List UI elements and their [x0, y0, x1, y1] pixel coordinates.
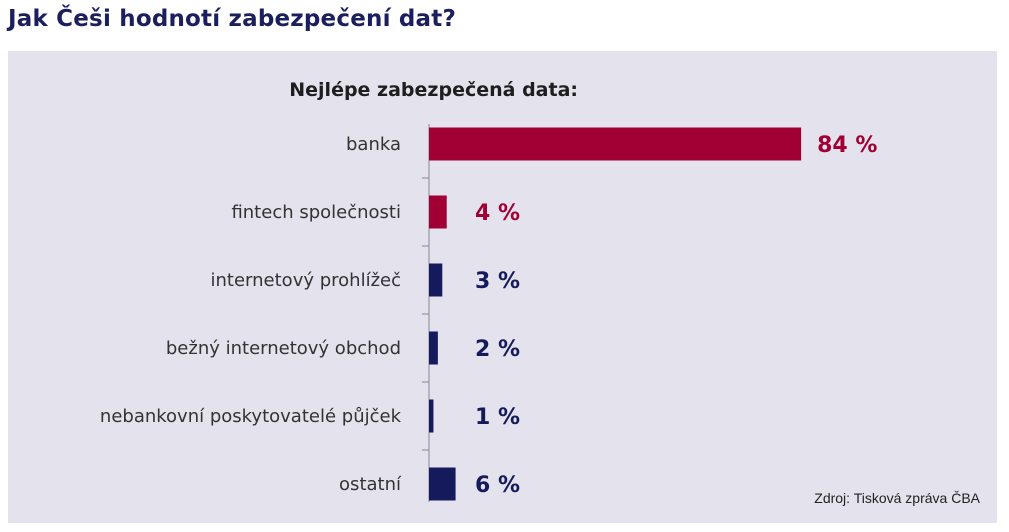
- bar: [429, 263, 443, 297]
- value-label: 6 %: [475, 473, 520, 498]
- chart-panel: Nejlépe zabezpečená data: banka 84 % finte…: [8, 51, 997, 523]
- category-label: ostatní: [339, 474, 402, 495]
- bar-chart: Nejlépe zabezpečená data: banka 84 % finte…: [100, 79, 877, 502]
- value-label: 1 %: [475, 405, 520, 430]
- page-title: Jak Češi hodnotí zabezpečení dat?: [8, 6, 456, 32]
- category-label: internetový prohlížeč: [211, 270, 401, 291]
- category-label: bežný internetový obchod: [166, 338, 401, 359]
- value-label: 2 %: [475, 337, 520, 362]
- bar: [429, 467, 456, 501]
- value-label: 4 %: [475, 201, 520, 226]
- bar: [429, 331, 438, 365]
- category-label: fintech společnosti: [231, 202, 401, 223]
- bar: [429, 195, 447, 229]
- category-label: banka: [346, 134, 401, 155]
- bar: [429, 399, 434, 433]
- value-label: 84 %: [817, 133, 877, 158]
- source-note: Zdroj: Tisková zpráva ČBA: [814, 490, 980, 506]
- bar: [429, 127, 802, 161]
- chart-title: Nejlépe zabezpečená data:: [289, 79, 578, 101]
- category-label: nebankovní poskytovatelé půjček: [100, 406, 402, 427]
- value-label: 3 %: [475, 269, 520, 294]
